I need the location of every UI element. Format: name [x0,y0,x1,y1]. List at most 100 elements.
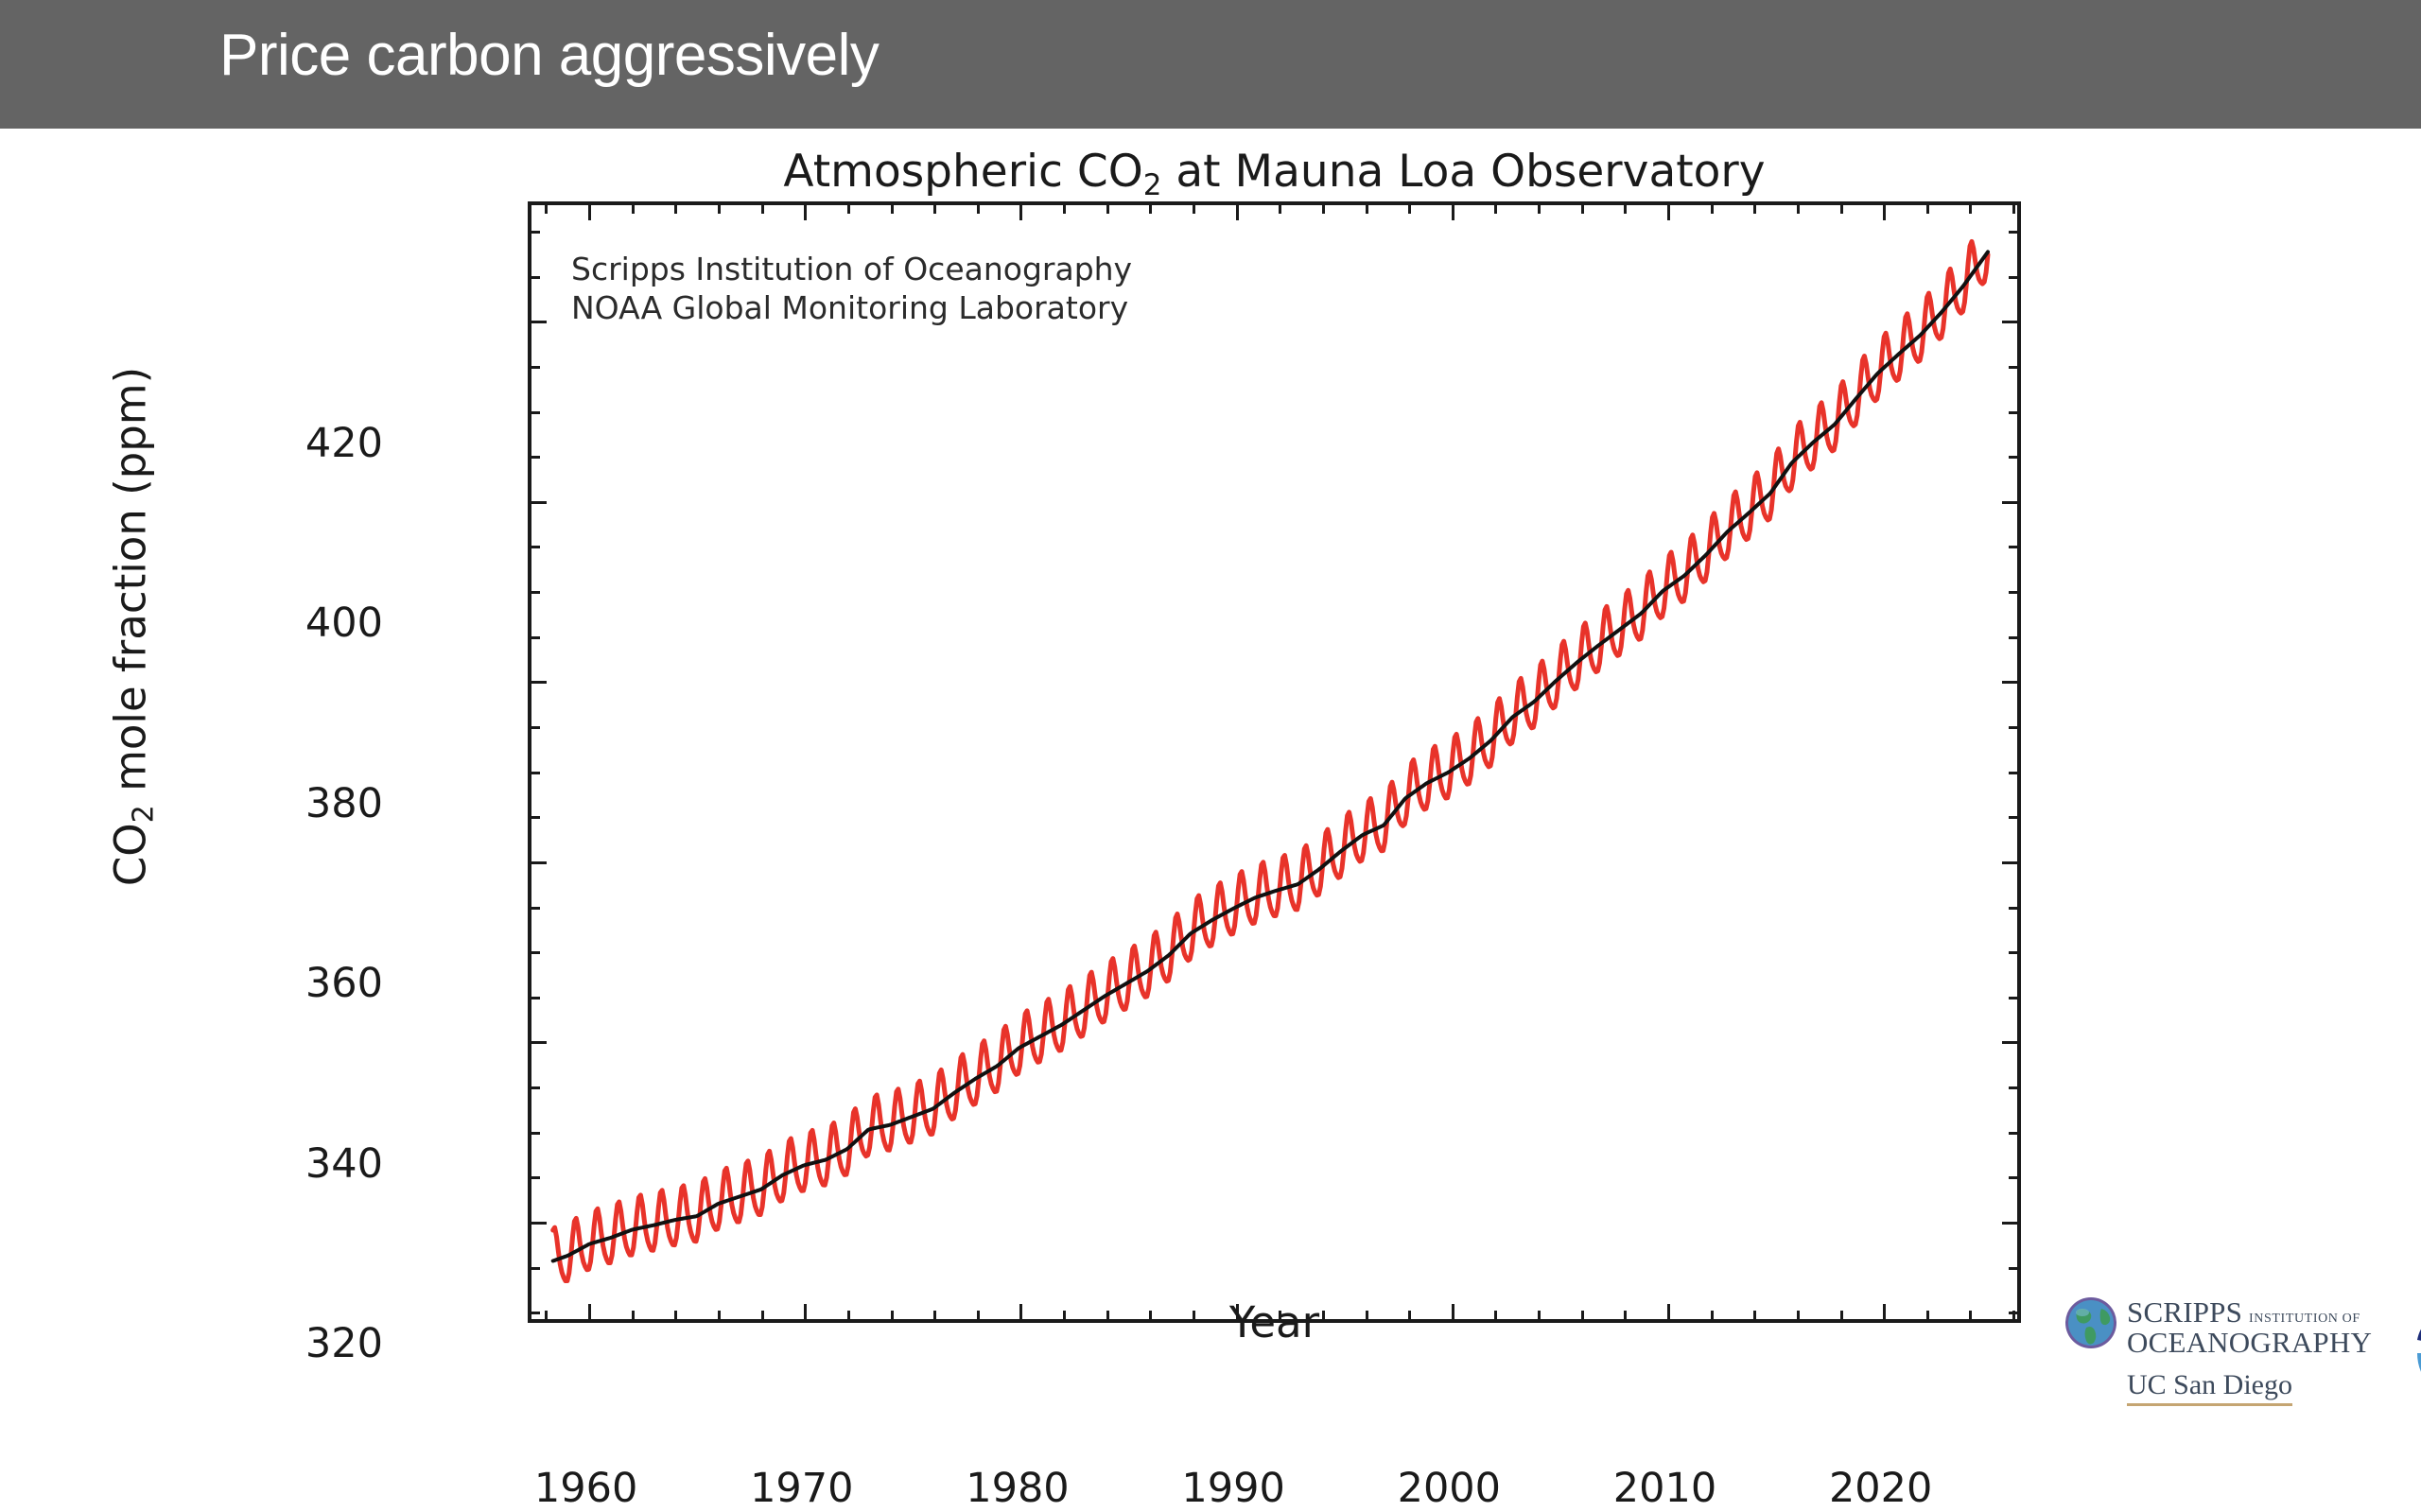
y-tick-right [2002,321,2017,324]
x-tick-minor-bottom [933,1311,937,1319]
scripps-wordmark: SCRIPPS INSTITUTION OF OCEANOGRAPHY UC S… [2127,1295,2372,1406]
noaa-seal-icon: NOAA [2417,1329,2421,1372]
x-tick-minor-top [933,205,937,214]
annotation-line-scripps: Scripps Institution of Oceanography [571,251,1133,287]
y-tick-minor-left [531,591,540,595]
y-tick-minor-left [531,726,540,729]
x-tick-minor-top [1106,205,1109,214]
x-tick-minor-top [718,205,722,214]
y-tick-minor-right [2009,635,2017,639]
x-tick-minor-top [1624,205,1628,214]
x-tick-top [1451,205,1454,220]
x-tick-minor-top [1193,205,1195,214]
x-tick-minor-bottom [1969,1311,1973,1319]
noaa-logo: NOAA [2408,1295,2421,1411]
y-tick-left [531,681,547,685]
x-tick-minor-top [1753,205,1757,214]
x-tick-minor-bottom [976,1311,980,1319]
x-tick-minor-top [1538,205,1541,214]
y-tick-label: 320 [305,1320,383,1368]
y-tick-minor-right [2009,726,2017,729]
x-tick-bottom [1235,1304,1239,1319]
y-tick-minor-right [2009,365,2017,369]
y-tick-left [531,500,547,504]
y-tick-minor-right [2009,1176,2017,1180]
y-tick-minor-right [2009,1131,2017,1135]
y-tick-minor-right [2009,546,2017,549]
page-title: Price carbon aggressively [219,23,880,88]
x-tick-minor-bottom [1149,1311,1153,1319]
x-tick-bottom [1451,1304,1454,1319]
annotation-line-noaa: NOAA Global Monitoring Laboratory [571,288,1129,326]
y-tick-minor-left [531,635,540,639]
y-tick-minor-right [2009,906,2017,910]
x-tick-label: 1990 [1181,1465,1285,1512]
x-tick-minor-bottom [1106,1311,1109,1319]
x-tick-minor-top [1969,205,1973,214]
y-tick-minor-right [2009,951,2017,955]
y-tick-minor-right [2009,816,2017,820]
plot-area [531,205,2017,1319]
x-tick-minor-bottom [1365,1311,1368,1319]
x-tick-minor-bottom [1279,1311,1282,1319]
scripps-word-institution: INSTITUTION OF [2249,1312,2360,1326]
y-tick-left [531,321,547,324]
x-tick-minor-top [1149,205,1153,214]
y-tick-minor-right [2009,275,2017,279]
x-tick-minor-top [890,205,894,214]
x-tick-minor-bottom [718,1311,722,1319]
scripps-word-oceanography: OCEANOGRAPHY [2127,1326,2373,1359]
x-tick-minor-top [631,205,635,214]
x-tick-minor-top [545,205,549,214]
x-tick-minor-bottom [1710,1311,1714,1319]
y-tick-left [531,860,547,864]
x-tick-label: 1980 [966,1465,1070,1512]
x-tick-minor-top [1365,205,1368,214]
x-tick-minor-bottom [1624,1311,1628,1319]
y-tick-minor-right [2009,1266,2017,1270]
scripps-logo: SCRIPPS INSTITUTION OF OCEANOGRAPHY UC S… [2064,1295,2372,1406]
x-tick-minor-bottom [846,1311,850,1319]
x-tick-minor-bottom [1193,1311,1195,1319]
y-tick-right [2002,1041,2017,1045]
y-tick-minor-right [2009,1086,2017,1090]
y-tick-right [2002,681,2017,685]
x-tick-minor-top [1796,205,1800,214]
x-tick-minor-bottom [674,1311,678,1319]
y-tick-minor-right [2009,591,2017,595]
y-tick-right [2002,860,2017,864]
y-tick-minor-right [2009,771,2017,774]
chart-title: Atmospheric CO2 at Mauna Loa Observatory [528,146,2021,202]
chart-title-text: Atmospheric CO2 at Mauna Loa Observatory [783,146,1766,202]
x-tick-bottom [588,1304,592,1319]
y-tick-minor-left [531,816,540,820]
x-tick-top [1667,205,1670,220]
y-tick-minor-left [531,1312,540,1315]
y-tick-minor-left [531,1176,540,1180]
x-tick-minor-top [976,205,980,214]
x-tick-top [1019,205,1023,220]
x-tick-label: 1960 [533,1465,638,1512]
x-tick-minor-bottom [760,1311,764,1319]
plot-frame: Scripps Institution of Oceanography NOAA… [528,201,2421,1406]
x-tick-minor-bottom [1538,1311,1541,1319]
x-tick-minor-bottom [1494,1311,1498,1319]
x-tick-minor-bottom [1839,1311,1843,1319]
y-tick-minor-left [531,1086,540,1090]
x-tick-minor-bottom [1796,1311,1800,1319]
y-tick-left [531,1041,547,1045]
x-tick-minor-top [2012,205,2016,214]
x-tick-minor-bottom [1063,1311,1067,1319]
y-tick-label: 400 [305,600,383,648]
x-tick-bottom [804,1304,808,1319]
y-tick-label: 340 [305,1139,383,1188]
x-tick-minor-top [846,205,850,214]
x-axis-title: Year [1228,1297,1320,1347]
x-tick-minor-top [1321,205,1325,214]
x-tick-top [588,205,592,220]
chart-annotation: Scripps Institution of Oceanography NOAA… [571,252,1132,329]
logo-group: SCRIPPS INSTITUTION OF OCEANOGRAPHY UC S… [2064,1295,2421,1437]
x-tick-minor-bottom [890,1311,894,1319]
y-tick-left [531,1221,547,1225]
x-tick-label: 2020 [1828,1465,1933,1512]
